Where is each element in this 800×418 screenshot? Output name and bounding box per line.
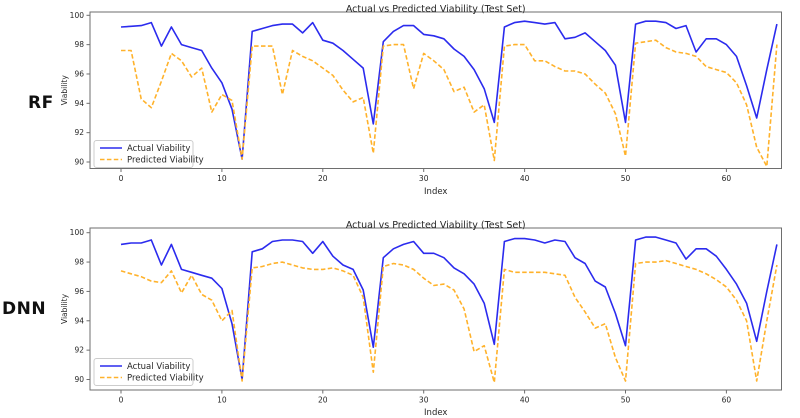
series-actual-line [120, 236, 778, 381]
y-axis-label: Viability [60, 293, 69, 324]
series-predicted-line [121, 39, 778, 168]
legend-label-actual: Actual Viability [127, 362, 190, 372]
x-tick-label: 0 [119, 174, 124, 183]
y-tick-label: 92 [74, 346, 84, 355]
y-axis-label: Viability [60, 75, 69, 106]
plot-border [89, 11, 782, 169]
y-tick-label: 100 [70, 11, 85, 20]
chart-title: Actual vs Predicted Viability (Test Set) [346, 220, 526, 231]
x-tick-label: 0 [119, 396, 124, 405]
x-tick-label: 50 [621, 396, 631, 405]
x-tick-label: 10 [217, 174, 227, 183]
y-tick-label: 98 [74, 258, 84, 267]
x-tick-label: 60 [722, 174, 732, 183]
x-tick-label: 60 [722, 396, 732, 405]
x-axis-label: Index [424, 408, 447, 418]
y-tick-label: 94 [74, 316, 84, 325]
chart-title: Actual vs Predicted Viability (Test Set) [346, 4, 526, 15]
x-tick-label: 40 [520, 174, 530, 183]
x-tick-label: 20 [318, 174, 328, 183]
x-tick-label: 40 [520, 396, 530, 405]
series-actual-line [120, 20, 778, 160]
y-tick-label: 98 [74, 40, 84, 49]
y-tick-label: 94 [74, 99, 84, 108]
chart-dnn: Actual vs Predicted Viability (Test Set)… [60, 220, 782, 418]
x-tick-label: 30 [419, 174, 429, 183]
x-tick-label: 20 [318, 396, 328, 405]
plot-border [89, 227, 782, 391]
y-tick-label: 96 [74, 69, 84, 78]
legend-label-actual: Actual Viability [127, 144, 190, 154]
y-tick-label: 90 [74, 158, 84, 167]
row-label-rf: RF [28, 93, 54, 113]
x-tick-label: 50 [621, 174, 631, 183]
y-tick-label: 90 [74, 375, 84, 384]
x-tick-label: 30 [419, 396, 429, 405]
x-axis-label: Index [424, 187, 447, 197]
y-tick-label: 100 [70, 228, 85, 237]
legend-label-predicted: Predicted Viability [127, 155, 204, 165]
chart-rf: Actual vs Predicted Viability (Test Set)… [60, 4, 782, 197]
legend-label-predicted: Predicted Viability [127, 373, 204, 383]
row-label-dnn: DNN [2, 299, 47, 319]
x-tick-label: 10 [217, 396, 227, 405]
series-predicted-line [120, 259, 778, 384]
y-tick-label: 92 [74, 128, 84, 137]
y-tick-label: 96 [74, 287, 84, 296]
